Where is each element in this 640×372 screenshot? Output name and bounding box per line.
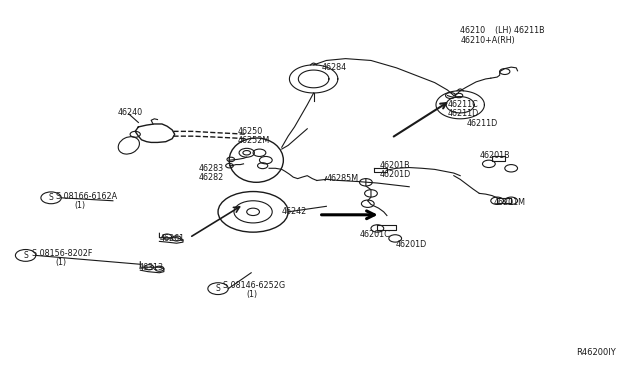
Text: 46240: 46240	[117, 108, 143, 117]
Text: 46313: 46313	[138, 263, 163, 272]
Text: 46211C: 46211C	[447, 100, 478, 109]
Text: S: S	[216, 284, 220, 293]
Text: R46200IY: R46200IY	[577, 347, 616, 357]
Text: 46201C: 46201C	[360, 230, 390, 239]
Text: 46201D: 46201D	[380, 170, 410, 179]
Text: 46211D: 46211D	[447, 109, 479, 118]
Text: 46252M: 46252M	[237, 137, 269, 145]
Text: 46201M: 46201M	[493, 198, 525, 207]
Text: 46210    (LH) 46211B: 46210 (LH) 46211B	[460, 26, 545, 35]
Text: 46284: 46284	[322, 62, 347, 72]
Text: 46283: 46283	[199, 164, 224, 173]
Text: 46261: 46261	[159, 234, 184, 243]
Text: 46210+A(RH): 46210+A(RH)	[460, 36, 515, 45]
Text: (1): (1)	[246, 291, 258, 299]
Text: 46285M: 46285M	[326, 174, 358, 183]
Text: S 08146-6252G: S 08146-6252G	[223, 281, 285, 290]
Text: 46211D: 46211D	[467, 119, 498, 128]
Text: 46250: 46250	[237, 127, 262, 136]
Text: S: S	[49, 193, 54, 202]
Text: S 08166-6162A: S 08166-6162A	[56, 192, 116, 201]
Text: 46201B: 46201B	[479, 151, 510, 160]
Text: 46282: 46282	[199, 173, 224, 182]
Text: (1): (1)	[75, 201, 86, 210]
Text: 46201D: 46201D	[395, 240, 426, 249]
Text: S: S	[23, 251, 28, 260]
Text: 46201B: 46201B	[380, 161, 410, 170]
Text: 46242: 46242	[282, 207, 307, 217]
Text: (1): (1)	[56, 257, 67, 267]
Text: S 08156-8202F: S 08156-8202F	[32, 249, 92, 258]
